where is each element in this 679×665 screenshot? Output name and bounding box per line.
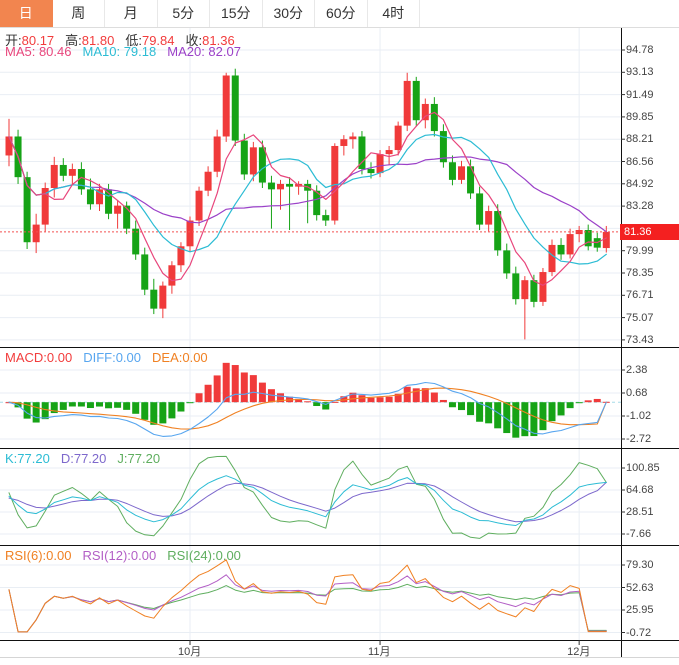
axis-label: 28.51 bbox=[626, 506, 654, 518]
axis-label: 73.43 bbox=[626, 333, 654, 346]
tab-5min[interactable]: 5分 bbox=[158, 0, 210, 27]
axis-label: 78.35 bbox=[626, 267, 654, 279]
axis-label: 84.92 bbox=[626, 177, 654, 190]
axis-label: 100.85 bbox=[626, 462, 660, 474]
legend-rsi12: RSI(12):0.00 bbox=[82, 548, 157, 563]
axis-label: 91.49 bbox=[626, 88, 654, 101]
last-price-badge: 81.36 bbox=[620, 224, 679, 240]
legend-dea: DEA:0.00 bbox=[152, 350, 208, 365]
legend-rsi24: RSI(24):0.00 bbox=[167, 548, 241, 563]
tab-day[interactable]: 日 bbox=[0, 0, 53, 27]
axis-label: -1.02 bbox=[626, 410, 652, 422]
axis-label: 88.21 bbox=[626, 133, 654, 146]
legend-high: 高:81.80 bbox=[65, 33, 115, 48]
tab-week[interactable]: 周 bbox=[53, 0, 105, 27]
timeframe-tabbar: 日周月 5分 15分 30分 60分 4时 bbox=[0, 0, 679, 28]
axis-label: 86.56 bbox=[626, 155, 654, 168]
legend-ma5: MA5: 80.46 bbox=[5, 44, 72, 59]
axis-label: 25.95 bbox=[626, 604, 654, 616]
tab-30min[interactable]: 30分 bbox=[263, 0, 315, 27]
axis-label: 94.78 bbox=[626, 44, 654, 56]
axis-label: 0.68 bbox=[626, 387, 648, 399]
axis-label: 52.63 bbox=[626, 581, 654, 594]
legend-diff: DIFF:0.00 bbox=[83, 350, 142, 365]
axis-label: 93.13 bbox=[626, 66, 654, 79]
axis-label: 64.68 bbox=[626, 484, 654, 496]
legend-d: D:77.20 bbox=[60, 451, 107, 466]
axis-label: 89.85 bbox=[626, 110, 654, 123]
ohlc-legend: 开:80.17 高:81.80 低:79.84 收:81.36 bbox=[5, 30, 246, 49]
kdj-legend: K:77.20 D:77.20 J:77.20 bbox=[5, 451, 171, 466]
legend-rsi6: RSI(6):0.00 bbox=[5, 548, 72, 563]
axis-label: -0.72 bbox=[626, 626, 652, 639]
legend-open: 开:80.17 bbox=[5, 33, 55, 48]
legend-close: 收:81.36 bbox=[185, 33, 235, 48]
legend-ma10: MA10: 79.18 bbox=[82, 44, 157, 59]
tab-4hour[interactable]: 4时 bbox=[368, 0, 420, 27]
legend-ma20: MA20: 82.07 bbox=[167, 44, 241, 59]
time-label: 12月 bbox=[567, 646, 591, 658]
axis-label: 79.99 bbox=[626, 244, 654, 257]
legend-low: 低:79.84 bbox=[125, 33, 175, 48]
axis-label: 75.07 bbox=[626, 311, 654, 324]
tab-month[interactable]: 月 bbox=[105, 0, 158, 27]
legend-j: J:77.20 bbox=[117, 451, 161, 466]
time-label: 10月 bbox=[178, 646, 202, 658]
time-label: 11月 bbox=[368, 646, 391, 658]
rsi-legend: RSI(6):0.00 RSI(12):0.00 RSI(24):0.00 bbox=[5, 548, 252, 563]
axis-label: 79.30 bbox=[626, 559, 654, 571]
axis-label: -7.66 bbox=[626, 528, 652, 540]
axis-label: 83.28 bbox=[626, 200, 654, 213]
axis-label: 76.71 bbox=[626, 289, 654, 302]
tab-15min[interactable]: 15分 bbox=[210, 0, 263, 27]
legend-k: K:77.20 bbox=[5, 451, 50, 466]
ma-legend: MA5: 80.46 MA10: 79.18 MA20: 82.07 bbox=[5, 44, 252, 59]
macd-legend: MACD:0.00 DIFF:0.00 DEA:0.00 bbox=[5, 350, 219, 365]
tab-60min[interactable]: 60分 bbox=[315, 0, 368, 27]
legend-macd: MACD:0.00 bbox=[5, 350, 73, 365]
axis-label: -2.72 bbox=[626, 433, 652, 445]
axis-label: 2.38 bbox=[626, 364, 648, 376]
